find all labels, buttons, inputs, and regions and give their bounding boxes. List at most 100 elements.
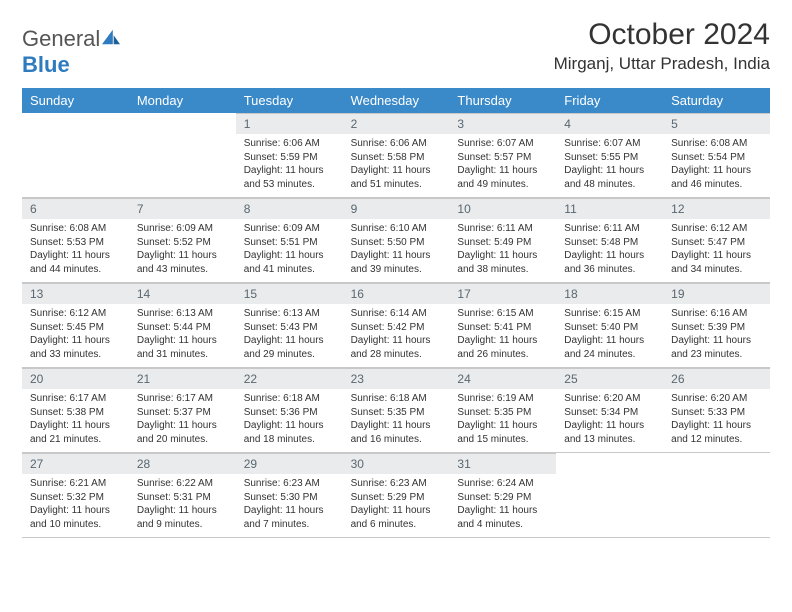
daylight: Daylight: 11 hours and 13 minutes.	[564, 419, 655, 446]
sunset: Sunset: 5:35 PM	[457, 406, 548, 420]
calendar: Sunday Monday Tuesday Wednesday Thursday…	[22, 88, 770, 538]
day-number: 13	[22, 283, 129, 304]
sunrise: Sunrise: 6:13 AM	[137, 307, 228, 321]
day-number: 12	[663, 198, 770, 219]
day-info: Sunrise: 6:24 AMSunset: 5:29 PMDaylight:…	[449, 474, 556, 537]
sunrise: Sunrise: 6:13 AM	[244, 307, 335, 321]
daylight: Daylight: 11 hours and 31 minutes.	[137, 334, 228, 361]
day-info: Sunrise: 6:16 AMSunset: 5:39 PMDaylight:…	[663, 304, 770, 367]
sunrise: Sunrise: 6:24 AM	[457, 477, 548, 491]
sunrise: Sunrise: 6:20 AM	[564, 392, 655, 406]
sunrise: Sunrise: 6:08 AM	[30, 222, 121, 236]
day-info: Sunrise: 6:08 AMSunset: 5:54 PMDaylight:…	[663, 134, 770, 197]
sunrise: Sunrise: 6:10 AM	[351, 222, 442, 236]
sunrise: Sunrise: 6:06 AM	[351, 137, 442, 151]
day-cell: 17Sunrise: 6:15 AMSunset: 5:41 PMDayligh…	[449, 283, 556, 367]
daylight: Daylight: 11 hours and 34 minutes.	[671, 249, 762, 276]
day-cell: 30Sunrise: 6:23 AMSunset: 5:29 PMDayligh…	[343, 453, 450, 537]
day-info: Sunrise: 6:13 AMSunset: 5:43 PMDaylight:…	[236, 304, 343, 367]
day-cell: 6Sunrise: 6:08 AMSunset: 5:53 PMDaylight…	[22, 198, 129, 282]
sunset: Sunset: 5:47 PM	[671, 236, 762, 250]
sunset: Sunset: 5:48 PM	[564, 236, 655, 250]
day-number: 6	[22, 198, 129, 219]
sunrise: Sunrise: 6:19 AM	[457, 392, 548, 406]
day-info: Sunrise: 6:20 AMSunset: 5:34 PMDaylight:…	[556, 389, 663, 452]
daylight: Daylight: 11 hours and 26 minutes.	[457, 334, 548, 361]
sunset: Sunset: 5:44 PM	[137, 321, 228, 335]
day-cell: 24Sunrise: 6:19 AMSunset: 5:35 PMDayligh…	[449, 368, 556, 452]
sunrise: Sunrise: 6:11 AM	[457, 222, 548, 236]
daylight: Daylight: 11 hours and 6 minutes.	[351, 504, 442, 531]
day-cell	[129, 113, 236, 197]
day-number: 1	[236, 113, 343, 134]
logo-text-blue: Blue	[22, 52, 70, 77]
day-cell: 10Sunrise: 6:11 AMSunset: 5:49 PMDayligh…	[449, 198, 556, 282]
sunrise: Sunrise: 6:11 AM	[564, 222, 655, 236]
day-info: Sunrise: 6:15 AMSunset: 5:40 PMDaylight:…	[556, 304, 663, 367]
sunrise: Sunrise: 6:22 AM	[137, 477, 228, 491]
day-info: Sunrise: 6:21 AMSunset: 5:32 PMDaylight:…	[22, 474, 129, 537]
daylight: Daylight: 11 hours and 20 minutes.	[137, 419, 228, 446]
day-cell: 11Sunrise: 6:11 AMSunset: 5:48 PMDayligh…	[556, 198, 663, 282]
day-cell: 27Sunrise: 6:21 AMSunset: 5:32 PMDayligh…	[22, 453, 129, 537]
sunset: Sunset: 5:33 PM	[671, 406, 762, 420]
header: General Blue October 2024 Mirganj, Uttar…	[22, 18, 770, 78]
dayheader-sun: Sunday	[22, 88, 129, 113]
week-row: 1Sunrise: 6:06 AMSunset: 5:59 PMDaylight…	[22, 113, 770, 198]
sunrise: Sunrise: 6:09 AM	[244, 222, 335, 236]
sunset: Sunset: 5:30 PM	[244, 491, 335, 505]
location: Mirganj, Uttar Pradesh, India	[554, 54, 770, 74]
day-header-row: Sunday Monday Tuesday Wednesday Thursday…	[22, 88, 770, 113]
day-cell: 3Sunrise: 6:07 AMSunset: 5:57 PMDaylight…	[449, 113, 556, 197]
daylight: Daylight: 11 hours and 46 minutes.	[671, 164, 762, 191]
day-cell: 4Sunrise: 6:07 AMSunset: 5:55 PMDaylight…	[556, 113, 663, 197]
sunset: Sunset: 5:32 PM	[30, 491, 121, 505]
daylight: Daylight: 11 hours and 44 minutes.	[30, 249, 121, 276]
sunset: Sunset: 5:59 PM	[244, 151, 335, 165]
day-info: Sunrise: 6:22 AMSunset: 5:31 PMDaylight:…	[129, 474, 236, 537]
day-info: Sunrise: 6:18 AMSunset: 5:36 PMDaylight:…	[236, 389, 343, 452]
day-cell: 12Sunrise: 6:12 AMSunset: 5:47 PMDayligh…	[663, 198, 770, 282]
day-number: 14	[129, 283, 236, 304]
week-row: 20Sunrise: 6:17 AMSunset: 5:38 PMDayligh…	[22, 368, 770, 453]
sunrise: Sunrise: 6:09 AM	[137, 222, 228, 236]
day-info: Sunrise: 6:12 AMSunset: 5:47 PMDaylight:…	[663, 219, 770, 282]
day-cell: 9Sunrise: 6:10 AMSunset: 5:50 PMDaylight…	[343, 198, 450, 282]
day-cell: 19Sunrise: 6:16 AMSunset: 5:39 PMDayligh…	[663, 283, 770, 367]
daylight: Daylight: 11 hours and 36 minutes.	[564, 249, 655, 276]
day-info: Sunrise: 6:17 AMSunset: 5:38 PMDaylight:…	[22, 389, 129, 452]
day-info: Sunrise: 6:07 AMSunset: 5:55 PMDaylight:…	[556, 134, 663, 197]
day-info: Sunrise: 6:20 AMSunset: 5:33 PMDaylight:…	[663, 389, 770, 452]
daylight: Daylight: 11 hours and 39 minutes.	[351, 249, 442, 276]
day-number: 28	[129, 453, 236, 474]
daylight: Daylight: 11 hours and 16 minutes.	[351, 419, 442, 446]
day-number: 7	[129, 198, 236, 219]
daylight: Daylight: 11 hours and 48 minutes.	[564, 164, 655, 191]
sunset: Sunset: 5:43 PM	[244, 321, 335, 335]
day-info: Sunrise: 6:17 AMSunset: 5:37 PMDaylight:…	[129, 389, 236, 452]
day-cell: 31Sunrise: 6:24 AMSunset: 5:29 PMDayligh…	[449, 453, 556, 537]
daylight: Daylight: 11 hours and 49 minutes.	[457, 164, 548, 191]
day-info: Sunrise: 6:11 AMSunset: 5:48 PMDaylight:…	[556, 219, 663, 282]
sunrise: Sunrise: 6:12 AM	[30, 307, 121, 321]
sunrise: Sunrise: 6:23 AM	[351, 477, 442, 491]
day-number: 27	[22, 453, 129, 474]
day-cell	[556, 453, 663, 537]
day-info: Sunrise: 6:23 AMSunset: 5:29 PMDaylight:…	[343, 474, 450, 537]
week-row: 13Sunrise: 6:12 AMSunset: 5:45 PMDayligh…	[22, 283, 770, 368]
daylight: Daylight: 11 hours and 38 minutes.	[457, 249, 548, 276]
daylight: Daylight: 11 hours and 53 minutes.	[244, 164, 335, 191]
sunset: Sunset: 5:57 PM	[457, 151, 548, 165]
day-cell: 5Sunrise: 6:08 AMSunset: 5:54 PMDaylight…	[663, 113, 770, 197]
day-number: 25	[556, 368, 663, 389]
day-info: Sunrise: 6:09 AMSunset: 5:52 PMDaylight:…	[129, 219, 236, 282]
daylight: Daylight: 11 hours and 29 minutes.	[244, 334, 335, 361]
sunset: Sunset: 5:31 PM	[137, 491, 228, 505]
day-cell: 20Sunrise: 6:17 AMSunset: 5:38 PMDayligh…	[22, 368, 129, 452]
sunset: Sunset: 5:29 PM	[351, 491, 442, 505]
sunset: Sunset: 5:50 PM	[351, 236, 442, 250]
daylight: Daylight: 11 hours and 23 minutes.	[671, 334, 762, 361]
day-info: Sunrise: 6:19 AMSunset: 5:35 PMDaylight:…	[449, 389, 556, 452]
sunset: Sunset: 5:49 PM	[457, 236, 548, 250]
daylight: Daylight: 11 hours and 9 minutes.	[137, 504, 228, 531]
